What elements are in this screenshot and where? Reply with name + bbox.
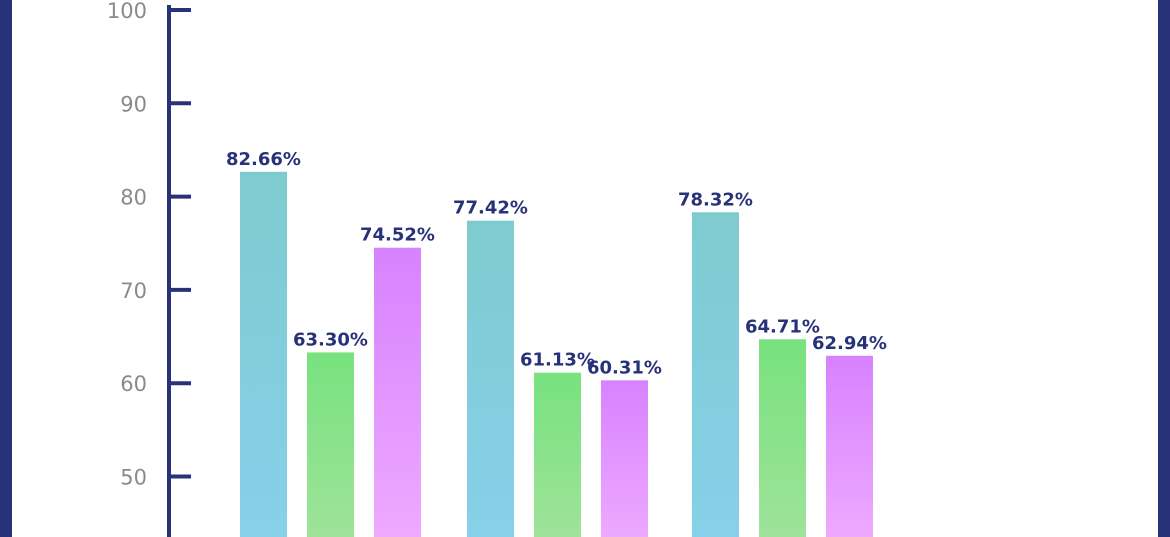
bar-s2-g3 [759, 339, 806, 537]
bar-s3-g1 [374, 247, 421, 537]
data-label-s3-g3: 62.94% [812, 333, 887, 354]
y-tick-label-90: 90 [120, 92, 147, 116]
bar-s1-g2 [467, 220, 514, 537]
bar-s2-g2 [534, 372, 581, 537]
data-label-s3-g2: 60.31% [587, 357, 662, 378]
data-label-s2-g2: 61.13% [520, 350, 595, 371]
bar-s2-g1 [307, 352, 354, 537]
y-tick-label-80: 80 [120, 186, 147, 210]
bars-layer [240, 171, 873, 537]
data-label-s3-g1: 74.52% [360, 225, 435, 246]
data-labels-layer: 82.66% 77.42% 78.32% 63.30% 61.13% 64.71% 74.5… [226, 149, 887, 379]
bar-chart: 82.66% 77.42% 78.32% 63.30% 61.13% 64.71% 74.5… [107, 0, 887, 537]
y-tick-label-50: 50 [120, 466, 147, 490]
bar-s3-g2 [601, 380, 648, 537]
bar-s3-g3 [826, 355, 873, 537]
bar-s1-g3 [692, 212, 739, 537]
chart-panel: 82.66% 77.42% 78.32% 63.30% 61.13% 64.71% 74.5… [12, 0, 1158, 537]
y-tick-label-60: 60 [120, 372, 147, 396]
y-tick-label-100: 100 [107, 0, 147, 23]
data-label-s1-g2: 77.42% [453, 198, 528, 219]
data-label-s1-g1: 82.66% [226, 149, 301, 170]
bar-s1-g1 [240, 171, 287, 537]
y-axis: 50 60 70 80 90 100 [107, 0, 191, 537]
data-label-s2-g3: 64.71% [745, 316, 820, 337]
y-tick-label-70: 70 [120, 279, 147, 303]
data-label-s2-g1: 63.30% [293, 329, 368, 350]
data-label-s1-g3: 78.32% [678, 189, 753, 210]
